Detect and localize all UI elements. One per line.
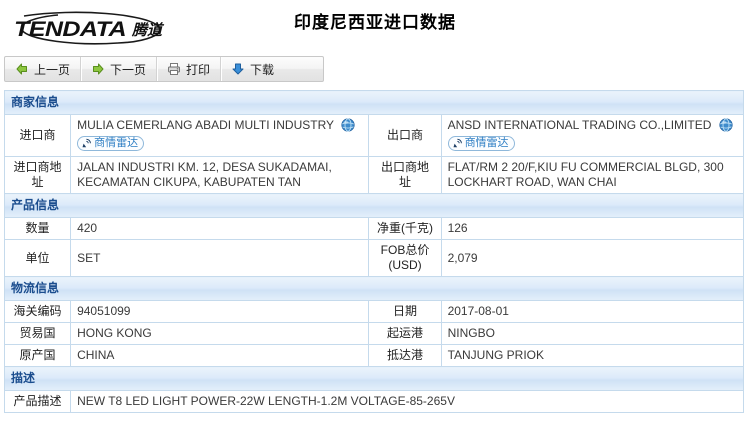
trade-detail-table: 商家信息 进口商 MULIA CEMERLANG ABADI MULTI IND… — [3, 90, 745, 413]
globe-icon[interactable] — [719, 118, 733, 132]
download-label: 下载 — [250, 62, 275, 77]
unit-label: 单位 — [3, 239, 72, 277]
section-title-logistics: 物流信息 — [4, 276, 744, 301]
table-row: 贸易国 HONG KONG 起运港 NINGBO — [3, 322, 745, 345]
net-weight-label: 净重(千克) — [368, 217, 442, 240]
business-radar-label-exporter: 商情雷达 — [464, 137, 509, 149]
svg-text:腾道: 腾道 — [131, 21, 165, 39]
importer-value-cell: MULIA CEMERLANG ABADI MULTI INDUSTRY — [70, 114, 370, 157]
section-title-product: 产品信息 — [4, 193, 744, 218]
business-radar-badge-exporter[interactable]: 商情雷达 — [447, 136, 515, 151]
globe-icon[interactable] — [341, 118, 355, 132]
importer-name: MULIA CEMERLANG ABADI MULTI INDUSTRY — [77, 118, 334, 132]
table-row: 进口商地址 JALAN INDUSTRI KM. 12, DESA SUKADA… — [3, 156, 745, 194]
exporter-label: 出口商 — [368, 114, 442, 157]
exporter-address-label: 出口商地址 — [368, 156, 442, 194]
section-title-merchant: 商家信息 — [4, 90, 744, 115]
print-button[interactable]: 打印 — [157, 57, 222, 81]
fob-total-label-line1: FOB总价 — [380, 243, 430, 257]
page-header: TENDATA 腾道 印度尼西亚进口数据 — [0, 0, 750, 52]
destination-port-value: TANJUNG PRIOK — [440, 344, 745, 367]
section-header-row: 物流信息 — [4, 276, 744, 301]
business-radar-badge-importer[interactable]: 商情雷达 — [77, 136, 145, 151]
table-row: 进口商 MULIA CEMERLANG ABADI MULTI INDUSTRY — [3, 114, 745, 157]
exporter-address-value: FLAT/RM 2 20/F,KIU FU COMMERCIAL BLGD, 3… — [440, 156, 745, 194]
next-page-label: 下一页 — [110, 62, 147, 77]
origin-port-value: NINGBO — [440, 322, 745, 345]
fob-total-label: FOB总价 (USD) — [368, 239, 442, 277]
section-header-row: 描述 — [4, 366, 744, 391]
page-title: 印度尼西亚进口数据 — [294, 13, 456, 33]
table-row: 数量 420 净重(千克) 126 — [3, 217, 745, 240]
exporter-value-cell: ANSD INTERNATIONAL TRADING CO.,LIMITED — [440, 114, 745, 157]
net-weight-value: 126 — [440, 217, 745, 240]
tendata-logo: TENDATA 腾道 — [6, 10, 186, 46]
download-button[interactable]: 下载 — [221, 57, 284, 81]
next-page-button[interactable]: 下一页 — [81, 57, 158, 81]
business-radar-label-importer: 商情雷达 — [94, 137, 139, 149]
detail-panels: 商家信息 进口商 MULIA CEMERLANG ABADI MULTI IND… — [3, 90, 746, 413]
origin-country-value: CHINA — [70, 344, 370, 367]
table-row: 单位 SET FOB总价 (USD) 2,079 — [3, 239, 745, 277]
product-description-label: 产品描述 — [3, 390, 72, 413]
fob-total-value: 2,079 — [440, 239, 745, 277]
importer-address-value: JALAN INDUSTRI KM. 12, DESA SUKADAMAI, K… — [70, 156, 370, 194]
arrow-left-green-icon — [15, 62, 29, 76]
printer-icon — [167, 62, 181, 76]
unit-value: SET — [70, 239, 370, 277]
hs-code-label: 海关编码 — [3, 300, 72, 323]
section-title-description: 描述 — [4, 366, 744, 391]
origin-country-label: 原产国 — [3, 344, 72, 367]
hs-code-value: 94051099 — [70, 300, 370, 323]
table-row: 产品描述 NEW T8 LED LIGHT POWER-22W LENGTH-1… — [3, 390, 744, 413]
radar-icon — [81, 138, 92, 149]
quantity-label: 数量 — [3, 217, 72, 240]
product-description-value: NEW T8 LED LIGHT POWER-22W LENGTH-1.2M V… — [70, 390, 744, 413]
print-label: 打印 — [186, 62, 211, 77]
arrow-down-blue-icon — [231, 62, 245, 76]
prev-page-button[interactable]: 上一页 — [5, 57, 82, 81]
date-value: 2017-08-01 — [440, 300, 745, 323]
quantity-value: 420 — [70, 217, 370, 240]
importer-label: 进口商 — [3, 114, 72, 157]
trade-country-label: 贸易国 — [3, 322, 72, 345]
arrow-right-green-icon — [91, 62, 105, 76]
toolbar: 上一页 下一页 打印 下载 — [4, 56, 324, 82]
exporter-name: ANSD INTERNATIONAL TRADING CO.,LIMITED — [447, 118, 712, 132]
trade-country-value: HONG KONG — [70, 322, 370, 345]
fob-total-label-line2: (USD) — [388, 258, 422, 272]
origin-port-label: 起运港 — [368, 322, 442, 345]
svg-text:TENDATA: TENDATA — [14, 18, 126, 41]
radar-icon — [452, 138, 463, 149]
section-header-row: 产品信息 — [4, 193, 744, 218]
importer-address-label: 进口商地址 — [3, 156, 72, 194]
table-row: 海关编码 94051099 日期 2017-08-01 — [3, 300, 745, 323]
section-header-row: 商家信息 — [4, 90, 744, 115]
destination-port-label: 抵达港 — [368, 344, 442, 367]
prev-page-label: 上一页 — [34, 62, 71, 77]
table-row: 原产国 CHINA 抵达港 TANJUNG PRIOK — [3, 344, 745, 367]
date-label: 日期 — [368, 300, 442, 323]
